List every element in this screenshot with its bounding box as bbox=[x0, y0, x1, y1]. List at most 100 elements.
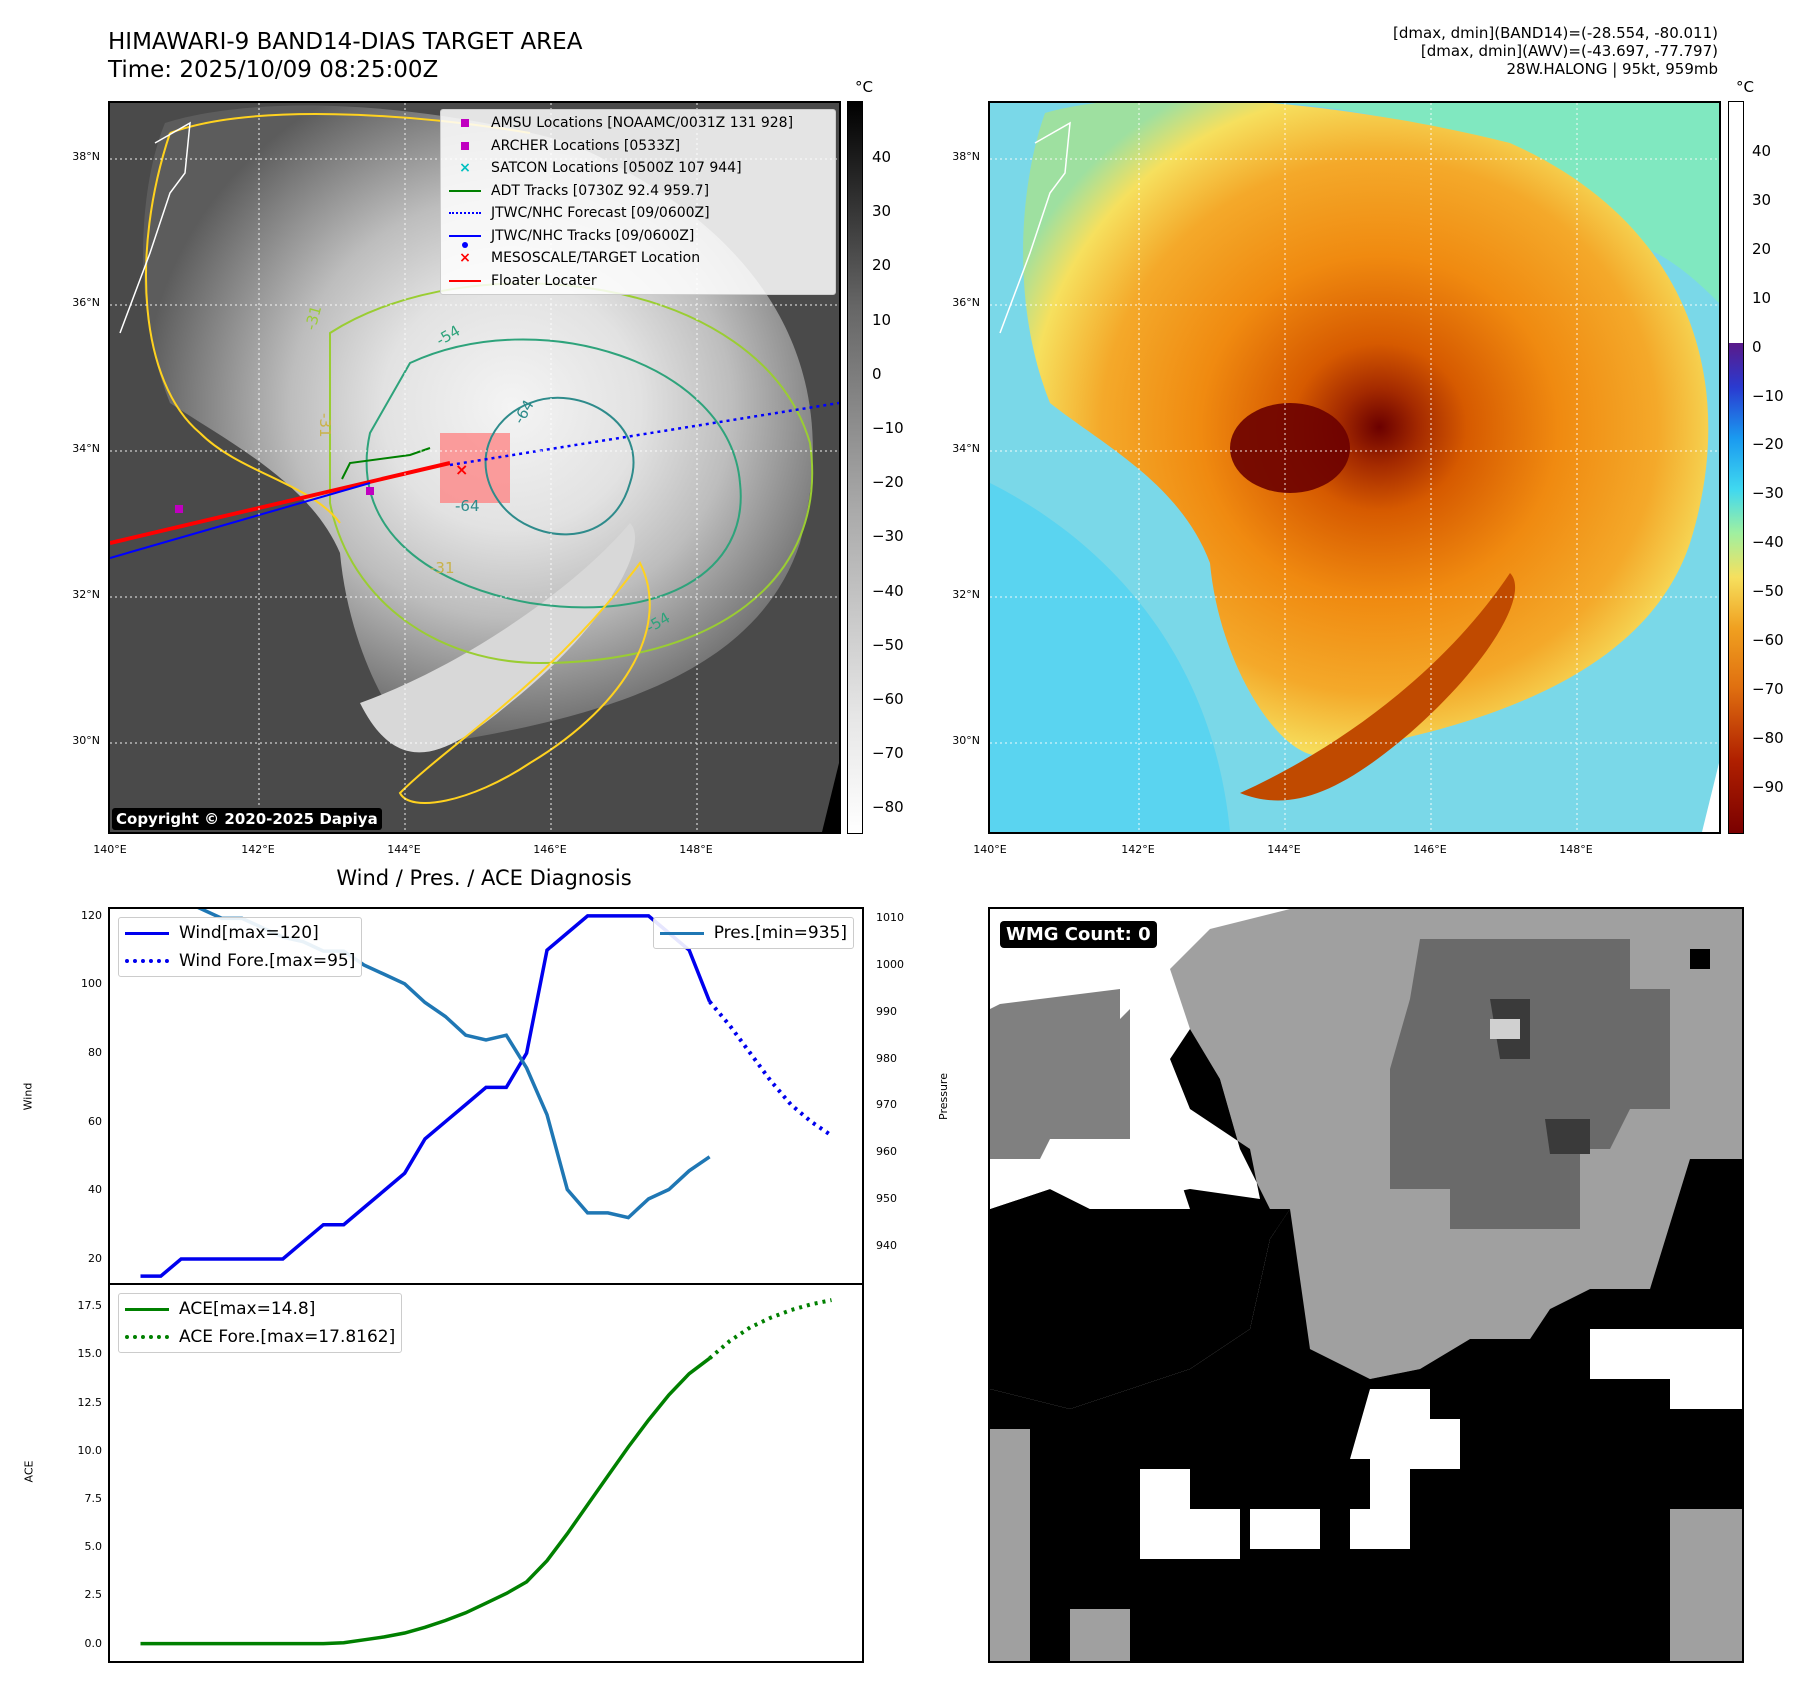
colorbar-tick-label: −10 bbox=[1752, 386, 1784, 405]
jtwc-forecast-track bbox=[449, 401, 839, 467]
wmg-grid bbox=[990, 909, 1742, 1661]
dotted-line-icon bbox=[125, 959, 169, 963]
colorbar-tick-label: 40 bbox=[872, 148, 892, 166]
axis-tick-label: 15.0 bbox=[77, 1347, 103, 1361]
lon-label: 142°E bbox=[1121, 843, 1155, 856]
jtwc-track bbox=[110, 482, 371, 559]
axis-tick-label: 0.0 bbox=[84, 1636, 103, 1650]
lon-label: 146°E bbox=[533, 843, 567, 856]
color-colorbar bbox=[1728, 101, 1744, 834]
line-icon bbox=[659, 931, 704, 935]
contour-label: -31 bbox=[301, 304, 325, 332]
square-marker-icon bbox=[461, 119, 469, 128]
lon-label: 142°E bbox=[241, 843, 275, 856]
colorbar-tick-label: 10 bbox=[1752, 288, 1772, 307]
floater-track bbox=[110, 461, 451, 545]
ace-forecast-series bbox=[708, 1298, 832, 1360]
line-icon bbox=[449, 189, 481, 192]
lat-label: 32°N bbox=[952, 588, 980, 601]
line-dot-icon bbox=[449, 234, 481, 237]
lon-label: 140°E bbox=[973, 843, 1007, 856]
legend-wind-forecast: Wind Fore.[max=95] bbox=[125, 947, 355, 975]
info-line-3: 28W.HALONG | 95kt, 959mb bbox=[1506, 60, 1718, 78]
axis-tick-label: 5.0 bbox=[84, 1540, 103, 1554]
info-line-2: [dmax, dmin](AWV)=(-43.697, -77.797) bbox=[1420, 42, 1718, 60]
axis-tick-label: 1000 bbox=[876, 958, 904, 972]
diagnosis-title: Wind / Pres. / ACE Diagnosis bbox=[336, 866, 632, 890]
lat-label: 36°N bbox=[952, 296, 980, 309]
line-icon bbox=[125, 931, 169, 935]
lat-label: 30°N bbox=[72, 734, 100, 747]
colorbar-tick-label: −20 bbox=[1752, 435, 1784, 454]
amsu-marker bbox=[175, 505, 183, 513]
band14-map-panel: × -31 -54 -64 -64 -31 -54 -31 AMSU Locat… bbox=[108, 101, 841, 834]
contour-label: -31 bbox=[316, 413, 334, 438]
axis-tick-label: 17.5 bbox=[77, 1299, 103, 1313]
colorbar-tick-label: 10 bbox=[872, 310, 892, 329]
colorbar-tick-label: −20 bbox=[872, 473, 904, 492]
pressure-axis-label: Pressure bbox=[936, 1073, 950, 1120]
colorbar-tick-label: −30 bbox=[872, 527, 904, 546]
legend-row-forecast: JTWC/NHC Forecast [09/0600Z] bbox=[447, 202, 829, 225]
axis-tick-label: 100 bbox=[81, 977, 102, 991]
wind-axis-label: Wind bbox=[21, 1082, 35, 1111]
info-line-1: [dmax, dmin](BAND14)=(-28.554, -80.011) bbox=[1393, 24, 1718, 42]
axis-tick-label: 1010 bbox=[876, 911, 904, 925]
lon-label: 140°E bbox=[93, 843, 127, 856]
legend-ace-forecast: ACE Fore.[max=17.8162] bbox=[125, 1323, 395, 1351]
colorbar-tick-label: 0 bbox=[872, 364, 882, 383]
legend-row-adt: ADT Tracks [0730Z 92.4 959.7] bbox=[447, 180, 829, 203]
lon-label: 148°E bbox=[679, 843, 713, 856]
colorbar-tick-label: 30 bbox=[872, 202, 892, 221]
axis-tick-label: 970 bbox=[876, 1098, 897, 1112]
legend-pressure: Pres.[min=935] bbox=[659, 919, 847, 947]
ace-legend: ACE[max=14.8] ACE Fore.[max=17.8162] bbox=[118, 1293, 403, 1353]
colorbar-tick-label: 40 bbox=[1752, 142, 1772, 160]
target-box bbox=[440, 433, 510, 503]
lat-label: 34°N bbox=[952, 442, 980, 455]
lat-label: 30°N bbox=[952, 734, 980, 747]
storm-info: [dmax, dmin](BAND14)=(-28.554, -80.011) … bbox=[1393, 24, 1718, 78]
contour-label: -64 bbox=[455, 497, 480, 515]
colorbar-tick-label: −50 bbox=[872, 635, 904, 654]
colorbar-tick-label: −90 bbox=[1752, 777, 1784, 796]
axis-tick-label: 980 bbox=[876, 1051, 897, 1065]
colorbar-tick-label: −50 bbox=[1752, 582, 1784, 601]
axis-tick-label: 940 bbox=[876, 1238, 897, 1252]
awv-map-panel bbox=[988, 101, 1721, 834]
axis-tick-label: 2.5 bbox=[84, 1588, 103, 1602]
colorbar-tick-label: 30 bbox=[1752, 190, 1772, 209]
awv-map bbox=[990, 103, 1719, 832]
colorbar-tick-label: −70 bbox=[872, 744, 904, 763]
target-marker: × bbox=[455, 460, 468, 479]
axis-tick-label: 10.0 bbox=[77, 1443, 103, 1457]
axis-tick-label: 80 bbox=[88, 1046, 102, 1060]
ace-plot bbox=[140, 1298, 832, 1646]
wind-pressure-chart: Wind[max=120] Wind Fore.[max=95] Pres.[m… bbox=[108, 907, 864, 1285]
lat-label: 34°N bbox=[72, 442, 100, 455]
ace-axis-label: ACE bbox=[22, 1460, 36, 1483]
legend-row-archer: ARCHER Locations [0533Z] bbox=[447, 135, 829, 158]
colorbar-unit: °C bbox=[1736, 78, 1754, 96]
contour-label: -31 bbox=[430, 559, 455, 577]
lat-label: 36°N bbox=[72, 296, 100, 309]
colorbar-tick-label: −60 bbox=[872, 690, 904, 708]
x-marker-icon: × bbox=[459, 160, 471, 176]
lat-label: 32°N bbox=[72, 588, 100, 601]
wmg-panel: WMG Count: 0 bbox=[988, 907, 1744, 1663]
line-icon bbox=[125, 1307, 169, 1311]
colorbar-tick-label: −10 bbox=[872, 419, 904, 437]
figure-title: HIMAWARI-9 BAND14-DIAS TARGET AREA Time:… bbox=[108, 28, 582, 84]
dotted-line-icon bbox=[125, 1335, 169, 1339]
map-legend: AMSU Locations [NOAAMC/0031Z 131 928] AR… bbox=[440, 109, 836, 295]
x-marker-icon: × bbox=[459, 250, 471, 266]
lon-label: 148°E bbox=[1559, 843, 1593, 856]
pressure-legend: Pres.[min=935] bbox=[652, 917, 854, 949]
wind-forecast-series bbox=[708, 1000, 833, 1138]
colorbar-tick-label: −80 bbox=[1752, 728, 1784, 747]
lon-label: 144°E bbox=[1267, 843, 1301, 856]
legend-row-floater: Floater Locater bbox=[447, 270, 829, 293]
colorbar-tick-label: 20 bbox=[1752, 239, 1772, 258]
colorbar-tick-label: −30 bbox=[1752, 484, 1784, 503]
axis-tick-label: 120 bbox=[81, 908, 102, 922]
